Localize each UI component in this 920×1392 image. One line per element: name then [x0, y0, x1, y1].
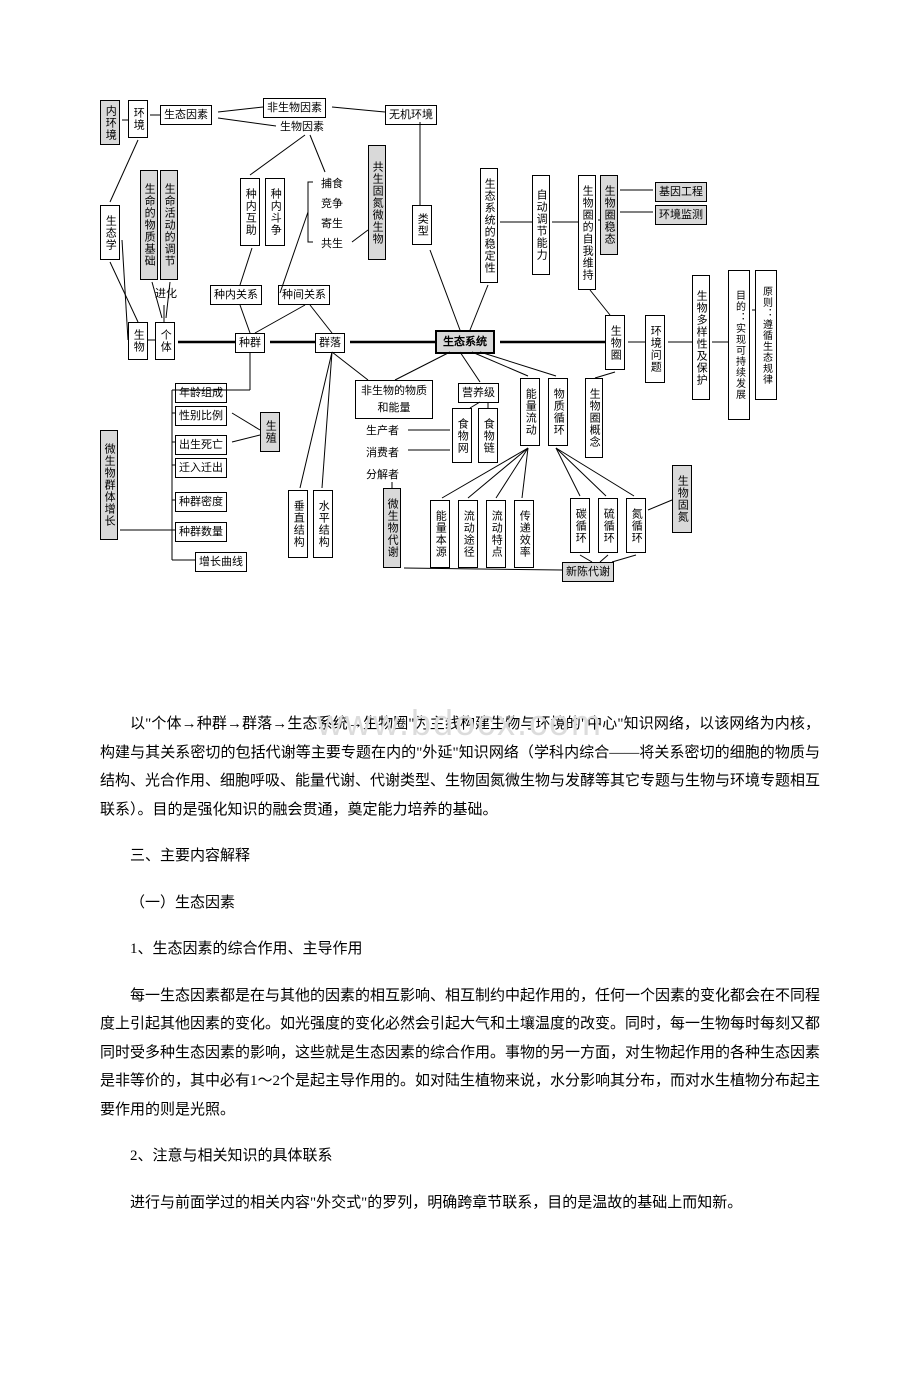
node-shengtaixitong: 生态系统 [435, 330, 495, 354]
node-jisheng: 寄生 [318, 215, 346, 233]
subheading-one: （一）生态因素 [100, 889, 820, 918]
node-feishengwu-wuzhi: 非生物的物质和能量 [355, 380, 433, 419]
node-duoyangxing: 生物多样性及保护 [692, 275, 710, 400]
node-feishengwuyinsu: 非生物因素 [263, 98, 326, 118]
node-tujing: 流动途径 [458, 500, 478, 568]
node-gudan: 生物固氮 [672, 465, 692, 533]
node-xinchendaixie: 新陈代谢 [562, 562, 614, 582]
node-chusheng: 出生死亡 [175, 435, 227, 455]
node-zhongneihuzhu: 种内互助 [240, 178, 260, 246]
node-gongsheng-gudan: 共生固氮微生物 [368, 145, 386, 260]
node-zhongjian: 种间关系 [278, 285, 330, 305]
node-zengzhang: 增长曲线 [195, 552, 247, 572]
node-danxunhuan: 氮循环 [626, 498, 646, 553]
node-neihuanjing: 内环境 [100, 100, 120, 145]
node-qianru: 迁入迁出 [175, 458, 227, 478]
node-shengwu: 生物 [128, 322, 148, 360]
node-shengmingwuzhi: 生命的物质基础 [140, 170, 158, 280]
node-jiance: 环境监测 [655, 205, 707, 225]
node-shengzhi: 生殖 [260, 412, 280, 452]
node-gainian: 生物圈概念 [585, 378, 603, 458]
node-weishengwu-daixie: 微生物代谢 [383, 488, 401, 568]
node-midu: 种群密度 [175, 492, 227, 512]
node-shiwuwang: 食物网 [452, 408, 472, 463]
node-xiaofei: 消费者 [363, 444, 402, 462]
node-qunluo: 群落 [315, 333, 345, 353]
paragraph-2: 每一生态因素都是在与其他的因素的相互影响、相互制约中起作用的，任何一个因素的变化… [100, 982, 820, 1125]
node-benyuan: 能量本源 [430, 500, 450, 568]
node-shuiping: 水平结构 [313, 490, 333, 558]
node-bushi: 捕食 [318, 175, 346, 193]
concept-map-diagram: 内环境 环境 生态因素 非生物因素 生物因素 无机环境 生态学 生命的物质基础 … [100, 90, 820, 590]
node-fenjie: 分解者 [363, 466, 402, 484]
node-xingbie: 性别比例 [175, 406, 227, 426]
node-shengchanzhe: 生产者 [363, 422, 402, 440]
watermark-text: www.bdocx.com [317, 702, 603, 744]
node-huanjing: 环境 [128, 100, 148, 138]
node-xiaolv: 传递效率 [514, 500, 534, 568]
node-shiwulian: 食物链 [478, 408, 498, 463]
node-shengminghuodong: 生命活动的调节 [160, 170, 178, 280]
node-jiyin: 基因工程 [655, 182, 707, 202]
node-tedian: 流动特点 [486, 500, 506, 568]
node-tanxunhuan: 碳循环 [570, 498, 590, 553]
node-shengtaiyinsu: 生态因素 [160, 105, 212, 125]
node-wentai: 生物圈稳态 [600, 175, 618, 255]
node-leixing: 类型 [412, 205, 432, 245]
node-wuzhi-xunhuan: 物质循环 [548, 378, 568, 446]
node-liuxunhuan: 硫循环 [598, 498, 618, 553]
node-yingyangji: 营养级 [458, 383, 499, 403]
item-heading-2: 2、注意与相关知识的具体联系 [100, 1142, 820, 1171]
node-shengtaixue: 生态学 [100, 205, 120, 260]
heading-three: 三、主要内容解释 [100, 842, 820, 871]
node-geti: 个体 [155, 322, 175, 360]
node-zhongnei: 种内关系 [210, 285, 262, 305]
node-shengwuyinsu: 生物因素 [277, 118, 327, 136]
node-zhongneidouzheng: 种内斗争 [265, 178, 285, 246]
node-nianling: 年龄组成 [175, 383, 227, 403]
node-huanjingwenti: 环境问题 [645, 315, 665, 383]
node-shengwuquan: 生物圈 [605, 315, 625, 370]
node-tiaojie: 自动调节能力 [532, 175, 550, 275]
paragraph-3: 进行与前面学过的相关内容"外交式"的罗列，明确跨章节联系，目的是温故的基础上而知… [100, 1189, 820, 1218]
node-yuanze: 原则：遵循生态规律 [755, 270, 777, 400]
node-chuizhi: 垂直结构 [288, 490, 308, 558]
node-wendingxing: 生态系统的稳定性 [480, 168, 498, 283]
node-weishengwu-qunti: 微生物群体增长 [100, 430, 118, 540]
node-shuliang: 种群数量 [175, 522, 227, 542]
node-nengliang: 能量流动 [520, 378, 540, 446]
node-zhongqun: 种群 [235, 333, 265, 353]
node-mudi: 目的：实现可持续发展 [728, 270, 750, 420]
node-jingzheng: 竞争 [318, 195, 346, 213]
item-heading-1: 1、生态因素的综合作用、主导作用 [100, 935, 820, 964]
node-gongsheng: 共生 [318, 235, 346, 253]
node-wujihuanjing: 无机环境 [385, 105, 437, 125]
node-ziwei: 生物圈的自我维持 [578, 175, 596, 290]
node-jinhua: 进化 [152, 285, 180, 303]
document-body-text: 以"个体→种群→群落→生态系统→生物圈"为主线构建生物与环境的"中心"知识网络，… [100, 710, 820, 1217]
